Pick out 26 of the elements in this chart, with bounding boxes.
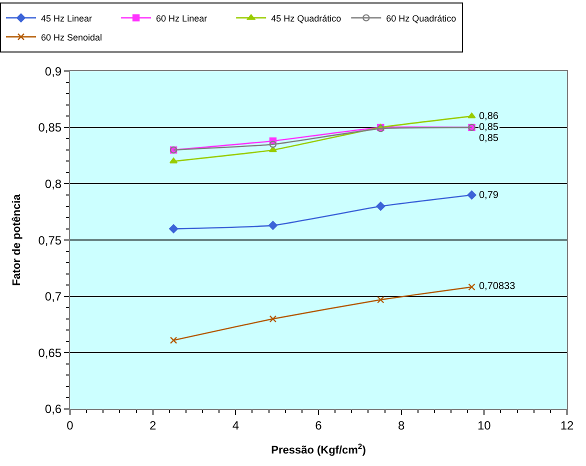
data-label: 0,70833 <box>479 281 516 292</box>
data-label: 0,79 <box>479 190 499 201</box>
legend-label: 60 Hz Senoidal <box>41 32 102 42</box>
x-axis-title: Pressão (Kgf/cm$^{2}$) <box>271 442 366 457</box>
x-tick-label: 4 <box>232 418 240 432</box>
data-label: 0,86 <box>479 111 499 122</box>
x-tick-label: 6 <box>315 418 322 432</box>
x-tick-label: 12 <box>560 418 574 432</box>
x-tick-label: 8 <box>398 418 405 432</box>
data-label: 0,85 <box>479 122 499 133</box>
y-tick-label: 0,65 <box>38 346 62 360</box>
data-label: 0,85 <box>479 133 499 144</box>
x-tick-label: 0 <box>66 418 74 432</box>
legend-label: 45 Hz Linear <box>41 13 92 24</box>
legend-label: 60 Hz Linear <box>156 13 208 24</box>
legend-label: 45 Hz Quadrático <box>271 13 342 24</box>
y-tick-label: 0,75 <box>38 233 62 248</box>
y-tick-label: 0,9 <box>44 64 62 78</box>
y-tick-label: 0,7 <box>44 290 62 304</box>
x-tick-label: 2 <box>149 418 156 432</box>
y-axis-title: Fator de potência <box>10 193 23 286</box>
y-tick-label: 0,85 <box>38 120 62 135</box>
legend-label: 60 Hz Quadrático <box>386 13 456 24</box>
y-tick-label: 0,6 <box>44 402 62 416</box>
y-tick-label: 0,8 <box>44 176 62 191</box>
x-tick-label: 10 <box>477 418 492 432</box>
